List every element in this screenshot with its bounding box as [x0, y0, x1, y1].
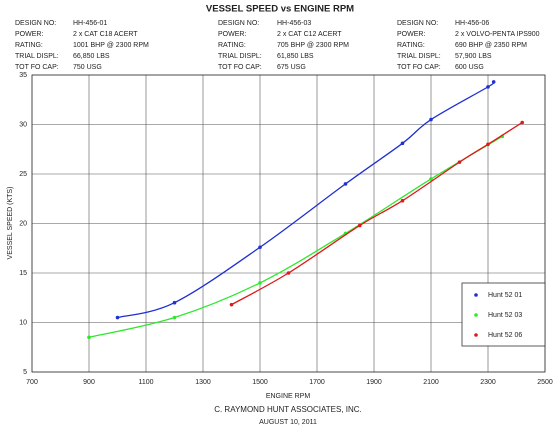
legend-label: Hunt 52 01 — [488, 292, 522, 299]
data-point — [429, 177, 433, 181]
plot-frame — [31, 74, 546, 373]
spec-value: 675 USG — [277, 64, 306, 71]
spec-value: 600 USG — [455, 64, 484, 71]
spec-value: HH-456-03 — [277, 20, 311, 27]
data-point — [343, 182, 348, 186]
y-tick-label: 20 — [19, 220, 27, 227]
credit: C. RAYMOND HUNT ASSOCIATES, INC. — [214, 405, 362, 414]
data-point — [172, 315, 177, 320]
data-point — [400, 198, 405, 203]
legend-marker — [474, 313, 478, 317]
spec-value: HH-456-06 — [455, 20, 489, 27]
spec-label: POWER: — [397, 31, 425, 38]
x-tick-label: 2100 — [423, 379, 439, 386]
data-point — [491, 80, 496, 84]
y-tick-label: 30 — [19, 121, 27, 128]
spec-value: 750 USG — [73, 64, 102, 71]
spec-value: 57,900 LBS — [455, 53, 492, 60]
data-point — [357, 223, 362, 228]
spec-label: TRIAL DISPL: — [218, 53, 262, 60]
spec-label: RATING: — [15, 42, 43, 49]
chart-title: VESSEL SPEED vs ENGINE RPM — [206, 4, 354, 15]
y-axis-label: VESSEL SPEED (KTS) — [7, 187, 14, 260]
spec-label: TRIAL DISPL: — [397, 53, 441, 60]
spec-value: 690 BHP @ 2350 RPM — [455, 42, 527, 49]
spec-label: RATING: — [397, 42, 425, 49]
x-tick-label: 2300 — [480, 379, 496, 386]
data-point — [429, 117, 433, 122]
spec-value: 2 x VOLVO-PENTA IPS900 — [455, 31, 540, 38]
series-line — [117, 81, 496, 319]
legend-marker — [474, 293, 478, 297]
legend-label: Hunt 52 03 — [488, 312, 522, 319]
spec-label: POWER: — [15, 31, 43, 38]
y-tick-label: 25 — [19, 171, 27, 178]
spec-value: 2 x CAT C18 ACERT — [73, 31, 138, 38]
y-tick-label: 35 — [19, 72, 27, 79]
x-axis-label: ENGINE RPM — [266, 393, 311, 400]
spec-value: 66,850 LBS — [73, 53, 110, 60]
x-tick-label: 900 — [83, 379, 95, 386]
legend-marker — [474, 333, 478, 337]
y-tick-label: 15 — [19, 270, 27, 277]
spec-label: TOT FO CAP: — [15, 64, 59, 71]
x-tick-label: 1900 — [366, 379, 382, 386]
data-point — [258, 245, 262, 250]
spec-value: 705 BHP @ 2300 RPM — [277, 42, 349, 49]
spec-label: DESIGN NO: — [397, 20, 438, 27]
data-point — [172, 300, 177, 305]
spec-label: TRIAL DISPL: — [15, 53, 59, 60]
series-line — [88, 135, 503, 338]
x-tick-label: 1300 — [195, 379, 211, 386]
data-point — [486, 142, 490, 147]
spec-value: 2 x CAT C12 ACERT — [277, 31, 342, 38]
x-tick-label: 1700 — [309, 379, 325, 386]
data-point — [229, 302, 234, 307]
x-tick-label: 1100 — [138, 379, 153, 386]
y-tick-label: 10 — [19, 319, 27, 326]
spec-label: TOT FO CAP: — [218, 64, 262, 71]
data-point — [486, 85, 490, 89]
data-point — [87, 335, 91, 340]
x-tick-label: 2500 — [537, 379, 553, 386]
data-point — [457, 160, 462, 164]
spec-value: HH-456-01 — [73, 20, 107, 27]
spec-label: DESIGN NO: — [15, 20, 56, 27]
data-point — [286, 271, 291, 275]
spec-label: DESIGN NO: — [218, 20, 259, 27]
data-point — [258, 281, 262, 285]
spec-label: POWER: — [218, 31, 246, 38]
spec-value: 1001 BHP @ 2300 RPM — [73, 42, 149, 49]
x-tick-label: 700 — [26, 379, 38, 386]
x-tick-label: 1500 — [252, 379, 268, 386]
credit: AUGUST 10, 2011 — [259, 419, 317, 426]
spec-label: TOT FO CAP: — [397, 64, 441, 71]
spec-label: RATING: — [218, 42, 246, 49]
spec-value: 61,850 LBS — [277, 53, 314, 60]
legend-label: Hunt 52 06 — [488, 332, 522, 339]
data-point — [115, 315, 120, 320]
data-point — [520, 120, 524, 125]
data-point — [400, 141, 405, 146]
y-tick-label: 5 — [23, 369, 27, 376]
